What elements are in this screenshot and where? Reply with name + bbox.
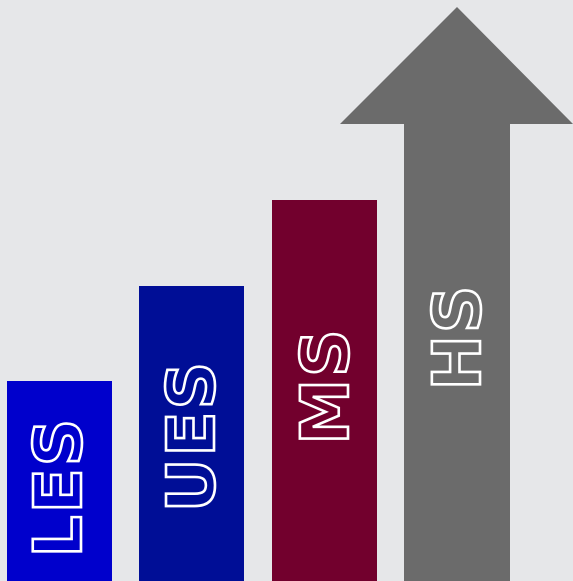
step-les: LES <box>7 381 112 581</box>
bar-les <box>7 381 112 581</box>
label-hs: HS <box>419 284 496 391</box>
bar-ues <box>139 286 244 581</box>
arrow-hs <box>340 7 573 581</box>
step-hs: HS <box>340 7 573 581</box>
label-ms: MS <box>287 327 364 444</box>
bar-ms <box>272 200 377 581</box>
step-ms: MS <box>272 200 377 581</box>
step-ues: UES <box>139 286 244 581</box>
label-les: LES <box>20 417 97 558</box>
label-ues: UES <box>153 360 230 512</box>
